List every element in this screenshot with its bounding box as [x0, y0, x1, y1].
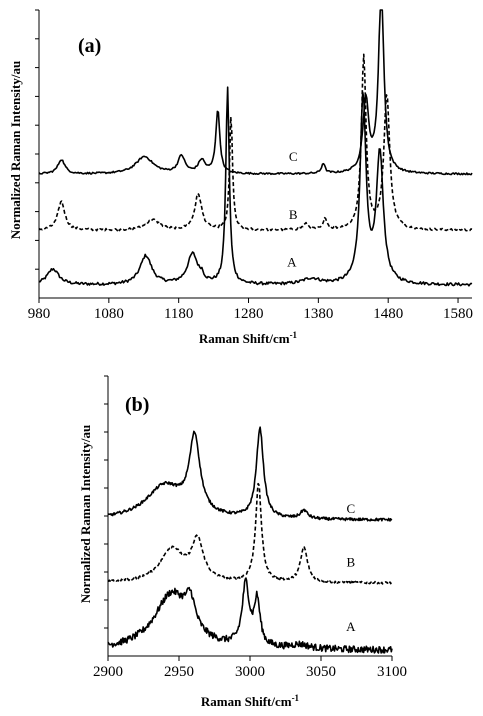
x-tick-label: 1180 — [164, 306, 193, 322]
series-line-b — [107, 482, 393, 585]
x-tick-label: 3050 — [306, 664, 336, 680]
chart-panel-b: 2900 2950 3000 3050 3100 Raman Shift/cm-1 Norm… — [78, 375, 407, 709]
chart-panel-a: 980 1080 1180 1280 1380 1480 1580 Raman Shift/c… — [8, 9, 473, 346]
y-axis-title: Normalized Raman Intensity/au — [8, 61, 23, 239]
x-axis-title: Raman Shift/cm-1 — [199, 330, 298, 346]
panel-label: (b) — [125, 394, 149, 416]
series-line-a — [107, 577, 393, 654]
x-tick-label: 1480 — [373, 306, 403, 322]
x-tick-label: 2950 — [164, 664, 194, 680]
x-tick-label: 1080 — [94, 306, 124, 322]
panel-label: (a) — [78, 35, 101, 57]
x-tick-label: 3100 — [377, 664, 407, 680]
x-axis-title: Raman Shift/cm-1 — [201, 693, 300, 709]
series-label-b: B — [346, 554, 355, 569]
series-label-a: A — [346, 619, 356, 634]
series-line-c — [38, 9, 473, 176]
series-line-b — [38, 53, 473, 232]
x-tick-label: 980 — [28, 306, 51, 322]
series-label-a: A — [287, 254, 297, 269]
series-label-c: C — [289, 149, 298, 164]
x-tick-label: 1580 — [443, 306, 473, 322]
series-line-a — [38, 86, 473, 287]
series-label-c: C — [346, 501, 355, 516]
x-tick-label: 3000 — [235, 664, 265, 680]
series-label-b: B — [289, 207, 298, 222]
x-tick-label: 2900 — [93, 664, 123, 680]
series-line-c — [107, 426, 393, 522]
y-axis-title: Normalized Raman Intensity/au — [78, 425, 93, 603]
x-tick-label: 1280 — [234, 306, 264, 322]
x-tick-label: 1380 — [303, 306, 333, 322]
